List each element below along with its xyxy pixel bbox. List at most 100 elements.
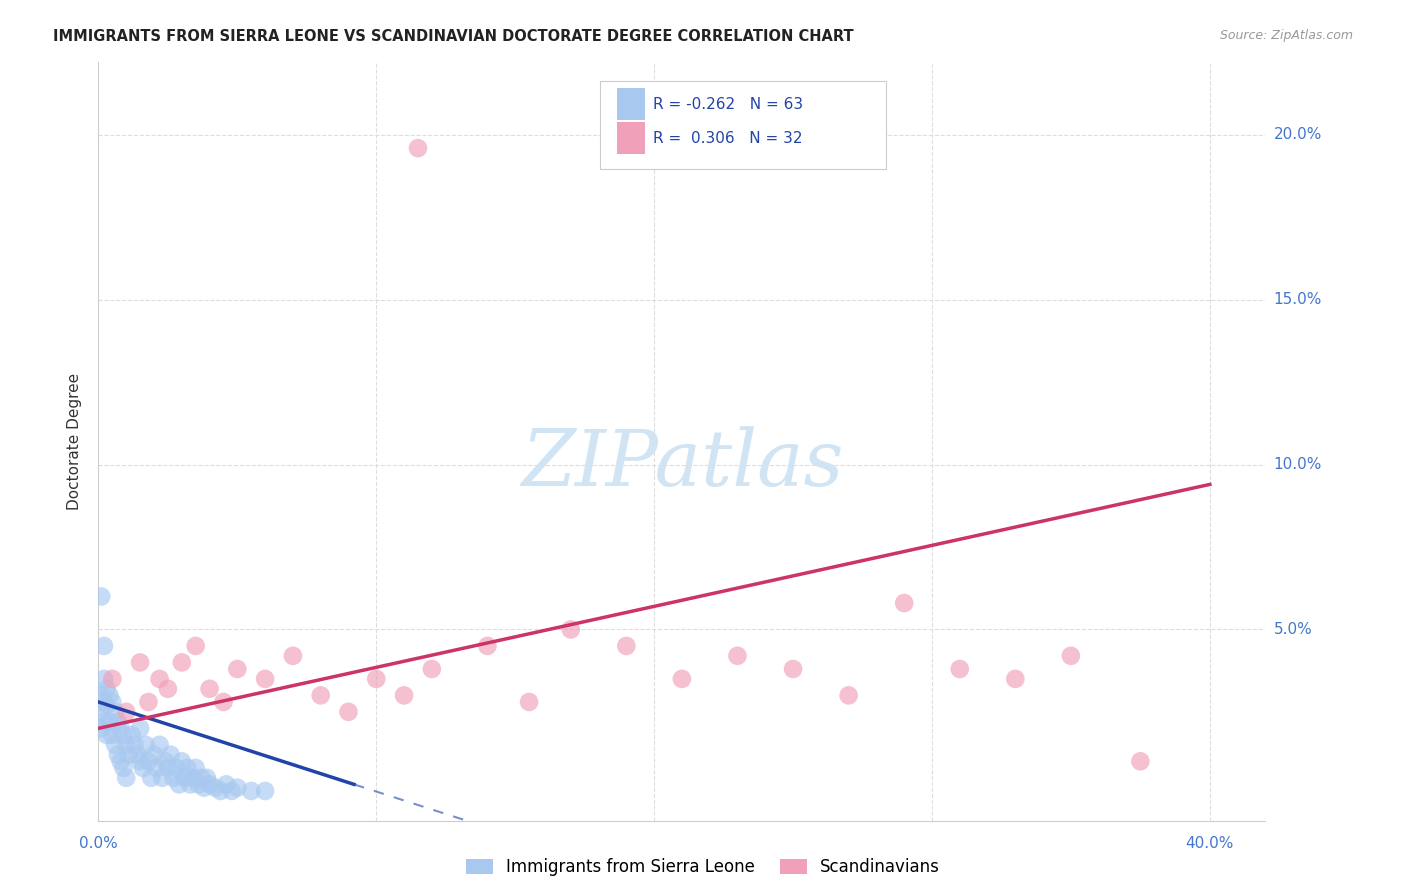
Y-axis label: Doctorate Degree: Doctorate Degree (67, 373, 83, 510)
Point (727, 648, 749, 663)
Point (1060, 648, 1083, 663)
Point (838, 689, 860, 703)
Point (162, 771, 184, 785)
Point (406, 141, 429, 155)
Point (173, 771, 195, 785)
Text: 0.0%: 0.0% (79, 837, 118, 852)
Text: R =  0.306   N = 32: R = 0.306 N = 32 (652, 131, 803, 145)
Point (98, 689, 121, 703)
Point (115, 705, 138, 719)
Text: 40.0%: 40.0% (1185, 837, 1234, 852)
Point (517, 695, 540, 709)
Text: 20.0%: 20.0% (1274, 128, 1322, 143)
Point (159, 747, 181, 762)
Point (118, 747, 141, 762)
Point (129, 722, 152, 736)
Point (138, 754, 160, 768)
Point (98, 714, 121, 729)
Point (112, 761, 135, 775)
Point (209, 784, 232, 798)
Point (366, 672, 388, 686)
Text: R = -0.262   N = 63: R = -0.262 N = 63 (652, 96, 803, 112)
Point (129, 656, 152, 670)
Point (392, 689, 415, 703)
Point (138, 695, 160, 709)
Point (671, 672, 693, 686)
FancyBboxPatch shape (600, 81, 886, 169)
Point (110, 722, 132, 736)
Point (107, 714, 129, 729)
Point (782, 662, 804, 676)
Point (90, 689, 112, 703)
Point (226, 662, 249, 676)
Point (477, 639, 499, 653)
Point (101, 728, 124, 742)
Text: 5.0%: 5.0% (1274, 622, 1312, 637)
Point (215, 777, 238, 791)
FancyBboxPatch shape (617, 122, 644, 154)
Point (309, 689, 332, 703)
Point (179, 777, 201, 791)
Point (190, 771, 212, 785)
Point (170, 656, 193, 670)
Point (96, 728, 118, 742)
Point (1129, 754, 1152, 768)
Point (115, 738, 138, 752)
Point (193, 780, 215, 795)
Point (96, 698, 118, 713)
Point (165, 761, 187, 775)
Point (420, 662, 443, 676)
Point (156, 681, 179, 696)
Point (337, 705, 360, 719)
Point (110, 754, 132, 768)
Point (156, 761, 179, 775)
Point (141, 771, 163, 785)
Point (254, 672, 277, 686)
Point (187, 777, 209, 791)
Point (181, 771, 204, 785)
Point (112, 728, 135, 742)
Text: IMMIGRANTS FROM SIERRA LEONE VS SCANDINAVIAN DOCTORATE DEGREE CORRELATION CHART: IMMIGRANTS FROM SIERRA LEONE VS SCANDINA… (53, 29, 853, 44)
Point (198, 777, 221, 791)
Point (226, 780, 249, 795)
Text: ZIPatlas: ZIPatlas (520, 426, 844, 502)
Point (146, 761, 169, 775)
Point (176, 761, 198, 775)
Point (212, 695, 235, 709)
Point (170, 754, 193, 768)
Point (93, 672, 115, 686)
Point (614, 639, 637, 653)
Point (184, 761, 207, 775)
Point (90, 722, 112, 736)
Point (148, 672, 170, 686)
Point (150, 771, 173, 785)
FancyBboxPatch shape (617, 88, 644, 120)
Point (893, 596, 915, 610)
Text: Source: ZipAtlas.com: Source: ZipAtlas.com (1219, 29, 1353, 42)
Point (1004, 672, 1026, 686)
Point (560, 623, 582, 637)
Point (195, 771, 218, 785)
Point (204, 780, 226, 795)
Text: 10.0%: 10.0% (1274, 457, 1322, 472)
Point (96, 681, 118, 696)
Point (198, 681, 221, 696)
Point (240, 784, 263, 798)
Point (949, 662, 972, 676)
Point (143, 747, 166, 762)
Point (132, 761, 155, 775)
Point (107, 747, 129, 762)
Point (121, 728, 143, 742)
Point (127, 747, 149, 762)
Point (124, 738, 146, 752)
Point (93, 714, 115, 729)
Point (167, 777, 190, 791)
Point (90, 590, 112, 604)
Point (148, 738, 170, 752)
Point (129, 754, 152, 768)
Text: 15.0%: 15.0% (1274, 293, 1322, 307)
Point (101, 672, 124, 686)
Point (221, 784, 243, 798)
Point (135, 738, 157, 752)
Point (93, 639, 115, 653)
